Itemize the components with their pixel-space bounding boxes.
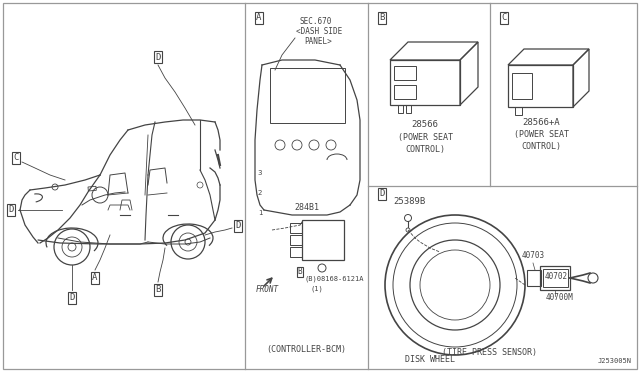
Text: J253005N: J253005N <box>598 358 632 364</box>
Text: D: D <box>156 52 161 61</box>
Bar <box>394 85 416 99</box>
Bar <box>390 60 460 105</box>
Text: CONTROL): CONTROL) <box>405 145 445 154</box>
Text: 3: 3 <box>258 170 262 176</box>
Text: 40702: 40702 <box>545 272 568 281</box>
Text: CONTROL): CONTROL) <box>521 142 561 151</box>
Text: (B)08168-6121A: (B)08168-6121A <box>305 275 365 282</box>
Text: 2: 2 <box>258 190 262 196</box>
Text: 284B1: 284B1 <box>294 203 319 212</box>
Text: 1: 1 <box>258 210 262 216</box>
Text: C: C <box>13 154 19 163</box>
Text: D: D <box>69 294 75 302</box>
Bar <box>508 65 573 107</box>
Bar <box>394 66 416 80</box>
Text: B: B <box>156 285 161 295</box>
Text: (TIRE PRESS SENSOR): (TIRE PRESS SENSOR) <box>442 348 538 357</box>
Text: (POWER SEAT: (POWER SEAT <box>513 130 568 139</box>
Text: <DASH SIDE: <DASH SIDE <box>296 27 342 36</box>
Text: SEC.670: SEC.670 <box>300 17 332 26</box>
Bar <box>290 223 302 233</box>
Text: A: A <box>256 13 262 22</box>
Bar <box>512 73 532 99</box>
Text: 28566: 28566 <box>412 120 438 129</box>
Text: B: B <box>380 13 385 22</box>
Text: (1): (1) <box>310 285 323 292</box>
Text: (POWER SEAT: (POWER SEAT <box>397 133 452 142</box>
Bar <box>290 247 302 257</box>
Text: PANEL>: PANEL> <box>304 37 332 46</box>
Bar <box>302 220 344 260</box>
Text: (CONTROLLER-BCM): (CONTROLLER-BCM) <box>266 345 346 354</box>
Text: D: D <box>8 205 13 215</box>
Text: FRONT: FRONT <box>256 285 279 294</box>
Text: D: D <box>380 189 385 199</box>
Text: 25389B: 25389B <box>393 197 425 206</box>
Text: 40703: 40703 <box>522 251 545 260</box>
Text: DISK WHEEL: DISK WHEEL <box>405 355 455 364</box>
Bar <box>543 269 568 287</box>
Bar <box>270 68 345 123</box>
Bar <box>88 186 96 191</box>
Text: D: D <box>236 221 241 231</box>
Text: B: B <box>298 267 302 276</box>
Text: 28566+A: 28566+A <box>522 118 560 127</box>
Bar <box>290 235 302 245</box>
Text: A: A <box>92 273 98 282</box>
Bar <box>527 270 541 286</box>
Text: 40700M: 40700M <box>546 293 574 302</box>
Bar <box>540 266 570 290</box>
Text: C: C <box>501 13 507 22</box>
